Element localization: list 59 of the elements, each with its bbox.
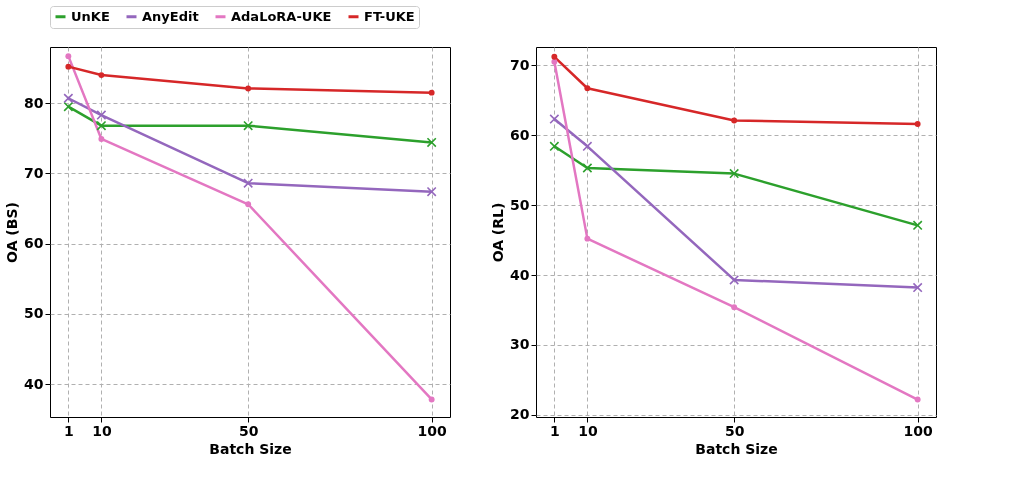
y-tick-label: 40 [24, 375, 44, 392]
point [582, 141, 593, 152]
x-axis-title: Batch Size [209, 440, 292, 457]
point [731, 117, 738, 124]
point [96, 120, 107, 131]
point [98, 136, 105, 142]
x-tick-label: 50 [724, 422, 745, 439]
point [63, 101, 74, 112]
point [96, 110, 107, 121]
y-tick-label: 50 [510, 196, 530, 213]
x-tick-label: 100 [903, 422, 934, 439]
y-tick-label: 50 [24, 305, 44, 322]
x-tick-label: 100 [417, 422, 448, 439]
point [914, 396, 921, 403]
point [731, 304, 738, 311]
point [912, 282, 923, 293]
x-tick-label: 10 [578, 422, 598, 439]
point [426, 186, 437, 197]
y-tick-label: 30 [510, 336, 530, 353]
point [245, 85, 252, 92]
legend-label: AdaLoRA-UKE [231, 8, 332, 24]
x-tick-label: 10 [92, 422, 112, 439]
point [243, 178, 254, 189]
point [584, 235, 591, 242]
point [426, 137, 437, 148]
point [584, 85, 591, 92]
y-tick-label: 80 [24, 94, 44, 111]
point [912, 220, 923, 231]
point [428, 396, 435, 403]
point [551, 58, 558, 65]
legend-label: AnyEdit [142, 8, 199, 24]
legend-label: UnKE [71, 8, 110, 24]
x-tick-label: 1 [549, 422, 560, 439]
y-tick-label: 60 [24, 235, 44, 252]
x-axis-title: Batch Size [695, 440, 778, 457]
point [98, 72, 105, 79]
x-tick-label: 1 [63, 422, 74, 439]
point [551, 53, 558, 60]
point [63, 93, 74, 104]
point [245, 201, 252, 208]
point [243, 120, 254, 131]
y-tick-label: 60 [510, 126, 530, 143]
point [582, 163, 593, 173]
point [428, 89, 435, 96]
y-axis-title: OA (RL) [490, 202, 507, 263]
y-axis-title: OA (BS) [4, 202, 21, 263]
point [729, 168, 740, 179]
legend-label: FT-UKE [364, 8, 415, 24]
point [65, 63, 72, 70]
x-tick-label: 50 [238, 422, 259, 439]
y-tick-label: 40 [510, 266, 530, 283]
y-tick-label: 20 [510, 406, 530, 423]
point [914, 120, 921, 127]
point [65, 53, 72, 60]
point [729, 274, 740, 285]
y-tick-label: 70 [510, 56, 530, 73]
point [549, 114, 560, 125]
y-tick-label: 70 [24, 164, 44, 181]
point [549, 141, 560, 152]
